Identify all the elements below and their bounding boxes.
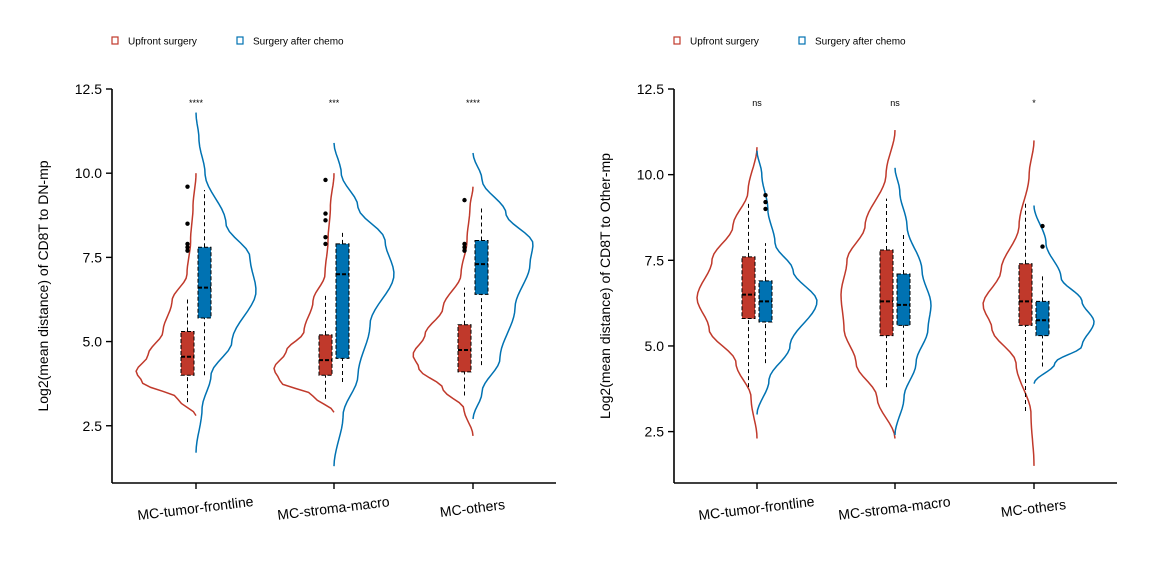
box-upfront: [741, 256, 756, 320]
outlier-point: [185, 248, 190, 253]
violin-upfront: [273, 173, 335, 413]
outlier-point: [323, 218, 328, 223]
y-axis-label: Log2(mean distance) of CD8T to DN-mp: [35, 160, 51, 411]
legend-swatch-1: [111, 36, 119, 45]
legend-swatch-2: [236, 36, 244, 45]
legend-swatch-1: [673, 36, 681, 45]
outlier-point: [763, 193, 768, 198]
x-tick-label: MC-others: [439, 496, 506, 520]
violin-upfront: [982, 140, 1035, 466]
y-tick-label: 5.0: [645, 338, 665, 354]
legend: Upfront surgery Surgery after chemo: [111, 36, 344, 48]
chart-panel-1: Upfront surgery Surgery after chemo 2.5 5.0…: [35, 36, 556, 523]
outlier-point: [185, 245, 190, 250]
box-upfront: [457, 324, 472, 373]
outlier-point: [462, 197, 467, 203]
box-chemo: [896, 273, 911, 326]
legend-label-2: Surgery after chemo: [815, 37, 906, 48]
outlier-point: [462, 248, 467, 253]
violin-chemo: [472, 152, 534, 420]
box-chemo: [197, 246, 212, 319]
y-tick-label: 5.0: [83, 334, 103, 350]
outlier-point: [1040, 223, 1045, 229]
violin-chemo: [333, 142, 395, 467]
box-chemo: [335, 243, 350, 359]
violin-chemo: [195, 112, 257, 453]
outlier-point: [763, 206, 768, 212]
x-tick-label: MC-others: [1000, 496, 1067, 520]
outlier-point: [185, 221, 190, 226]
x-tick-label: MC-stroma-macro: [837, 493, 951, 523]
chart-panel-2: Upfront surgery Surgery after chemo 2.5 5.0…: [597, 36, 1117, 523]
y-tick-label: 12.5: [637, 81, 664, 97]
box-upfront: [180, 330, 195, 376]
box-chemo: [474, 240, 489, 295]
outlier-point: [763, 199, 768, 205]
y-tick-label: 10.0: [75, 165, 102, 181]
significance-label: *: [1032, 98, 1036, 108]
significance-label: ***: [329, 98, 340, 108]
legend-swatch-2: [798, 36, 806, 45]
outlier-point: [323, 177, 328, 183]
outlier-point: [323, 241, 328, 247]
violin-chemo: [894, 167, 932, 436]
outlier-point: [1040, 244, 1045, 249]
violin-upfront: [696, 147, 758, 439]
y-tick-label: 7.5: [83, 249, 103, 265]
y-tick-label: 10.0: [637, 167, 664, 183]
violin-upfront: [840, 130, 896, 439]
violin-upfront: [135, 173, 197, 417]
box-upfront: [1018, 263, 1033, 326]
outlier-point: [185, 184, 190, 189]
legend: Upfront surgery Surgery after chemo: [673, 36, 906, 48]
significance-label: ns: [890, 98, 900, 108]
outlier-point: [323, 211, 328, 216]
outlier-point: [462, 245, 467, 250]
violin-chemo: [1033, 205, 1095, 384]
legend-label-1: Upfront surgery: [128, 37, 197, 48]
legend-label-1: Upfront surgery: [690, 37, 759, 48]
significance-label: ****: [189, 98, 204, 108]
y-axis-label: Log2(mean distance) of CD8T to Other-mp: [597, 153, 613, 419]
x-tick-label: MC-tumor-frontline: [697, 493, 815, 523]
outlier-point: [462, 241, 467, 247]
significance-label: ns: [752, 98, 762, 108]
outlier-point: [185, 241, 190, 247]
significance-label: ****: [466, 98, 481, 108]
x-tick-label: MC-tumor-frontline: [136, 493, 254, 523]
y-tick-label: 7.5: [645, 252, 665, 268]
box-chemo: [1035, 300, 1050, 337]
box-upfront: [318, 334, 333, 376]
outlier-point: [323, 234, 328, 240]
violin-upfront: [412, 186, 474, 437]
y-tick-label: 2.5: [83, 418, 103, 434]
box-upfront: [879, 249, 894, 337]
x-tick-label: MC-stroma-macro: [276, 493, 390, 523]
y-tick-label: 12.5: [75, 81, 102, 97]
legend-label-2: Surgery after chemo: [253, 37, 344, 48]
y-tick-label: 2.5: [645, 424, 665, 440]
